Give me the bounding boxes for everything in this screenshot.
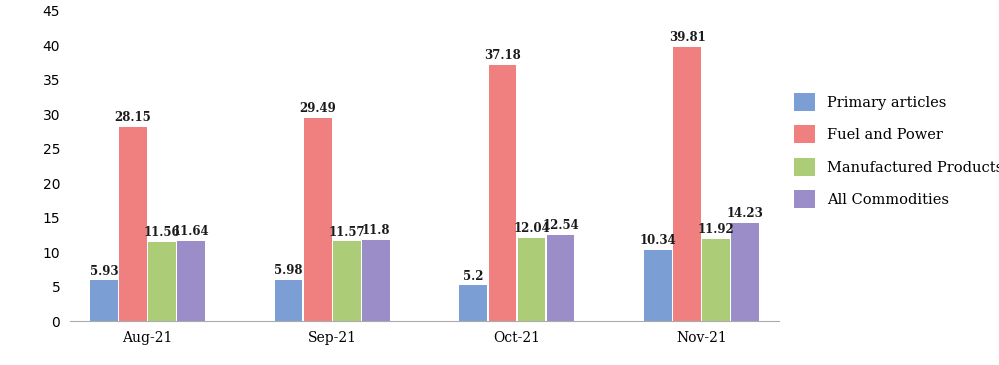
Bar [731, 223, 759, 321]
Bar [177, 241, 205, 321]
Bar [333, 241, 361, 321]
Text: 39.81: 39.81 [668, 31, 705, 44]
Bar [460, 285, 488, 321]
Bar [148, 242, 176, 321]
Bar [673, 47, 701, 321]
Bar [546, 235, 574, 321]
Text: 12.04: 12.04 [513, 222, 549, 235]
Text: 11.92: 11.92 [698, 223, 734, 236]
Bar [90, 280, 118, 321]
Text: 11.64: 11.64 [173, 225, 210, 238]
Text: 37.18: 37.18 [484, 49, 520, 62]
Bar [275, 280, 303, 321]
Text: 29.49: 29.49 [300, 102, 336, 115]
Text: 11.57: 11.57 [329, 226, 365, 239]
Text: 5.98: 5.98 [275, 264, 303, 277]
Bar [304, 118, 332, 321]
Text: 11.8: 11.8 [362, 224, 390, 237]
Text: 5.2: 5.2 [464, 270, 484, 283]
Text: 14.23: 14.23 [727, 207, 763, 220]
Text: 5.93: 5.93 [90, 265, 118, 277]
Text: 10.34: 10.34 [639, 234, 676, 247]
Bar [702, 239, 730, 321]
Bar [517, 238, 545, 321]
Text: 12.54: 12.54 [542, 219, 579, 232]
Text: 11.56: 11.56 [144, 226, 181, 239]
Legend: Primary articles, Fuel and Power, Manufactured Products, All Commodities: Primary articles, Fuel and Power, Manufa… [793, 93, 999, 208]
Bar [489, 65, 516, 321]
Bar [362, 240, 390, 321]
Text: 28.15: 28.15 [115, 111, 151, 124]
Bar [119, 127, 147, 321]
Bar [644, 250, 672, 321]
